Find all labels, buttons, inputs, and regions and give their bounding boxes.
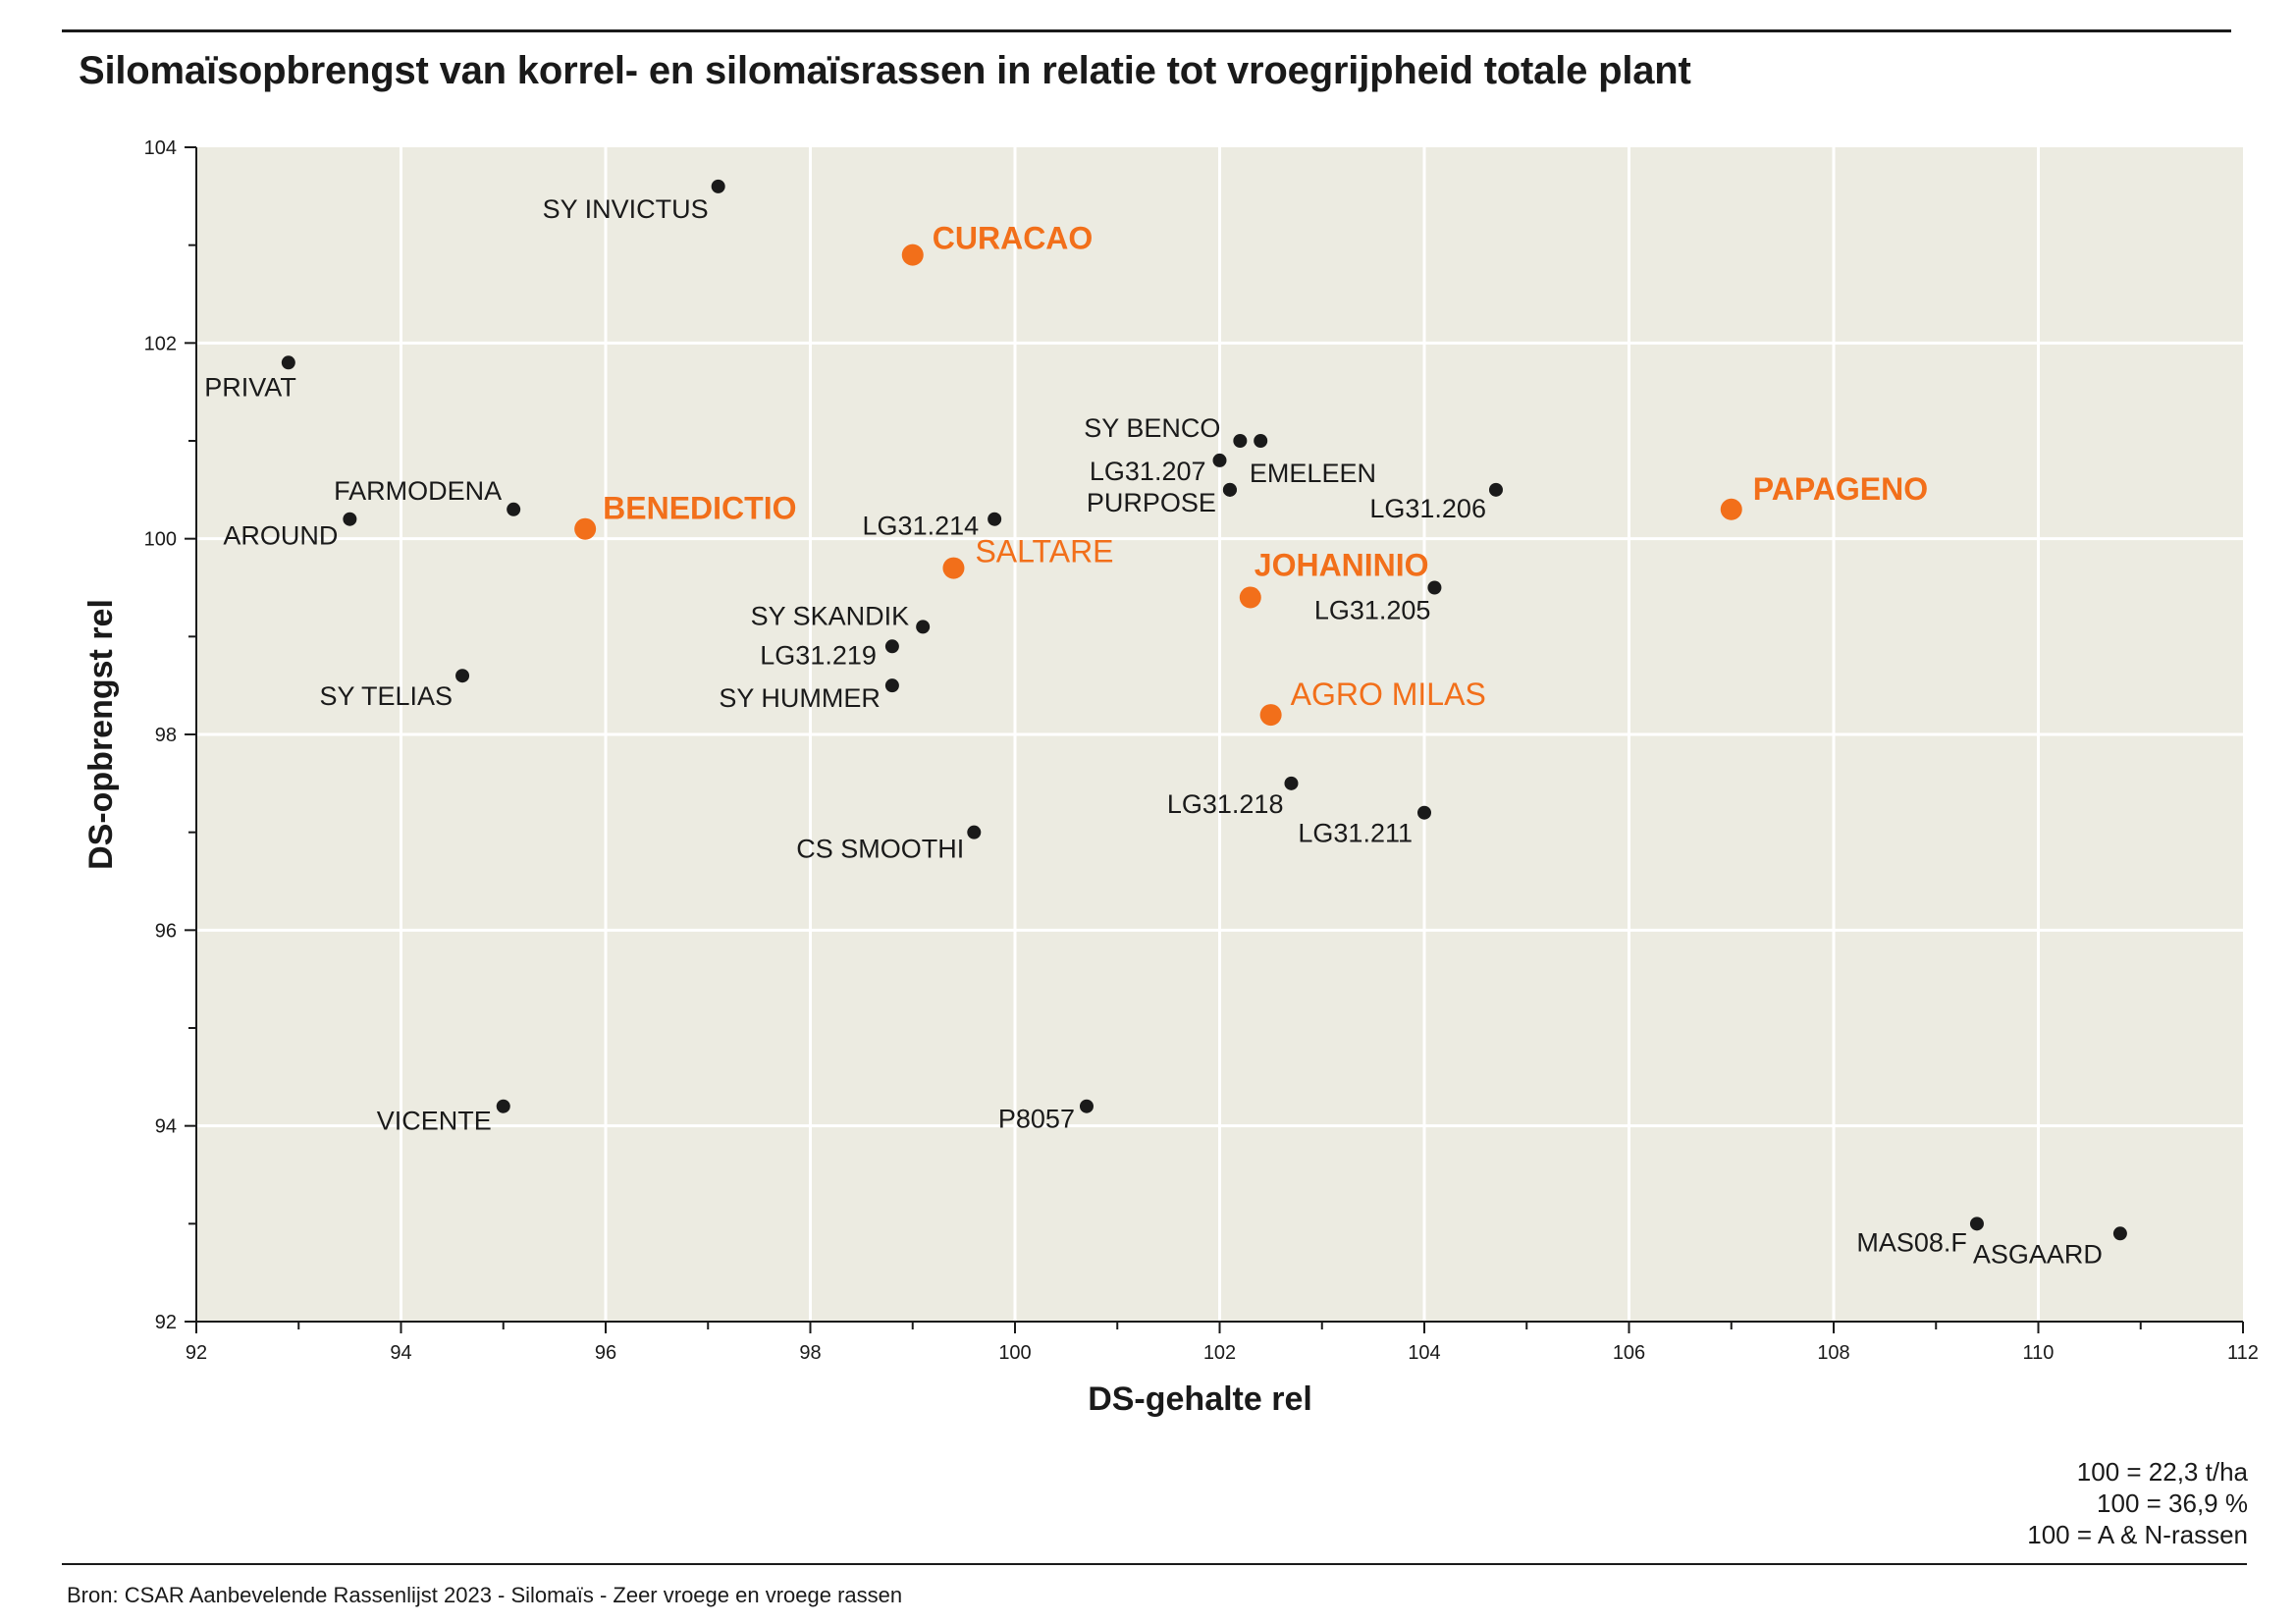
point-label: CS SMOOTHI: [796, 835, 964, 864]
y-tick-label: 96: [155, 920, 177, 942]
data-point: [507, 502, 521, 516]
data-point: [884, 678, 899, 693]
point-label: P8057: [998, 1105, 1075, 1134]
data-point: [2112, 1226, 2127, 1241]
point-label: PURPOSE: [1087, 488, 1216, 517]
data-point: [988, 512, 1002, 526]
point-label: LG31.207: [1090, 457, 1206, 486]
data-point: [455, 669, 470, 683]
data-point: [967, 825, 982, 839]
data-point: [901, 244, 924, 266]
point-label: SY HUMMER: [719, 683, 881, 713]
x-tick-label: 112: [2227, 1342, 2259, 1364]
y-tick-label: 94: [155, 1116, 177, 1138]
point-label: SY SKANDIK: [751, 601, 910, 630]
x-tick-label: 110: [2023, 1342, 2055, 1364]
data-point: [1259, 704, 1282, 727]
point-label: MAS08.F: [1856, 1227, 1967, 1257]
point-label: CURACAO: [933, 221, 1094, 256]
data-point: [1488, 482, 1503, 497]
point-label: EMELEEN: [1250, 459, 1376, 488]
data-point: [1284, 776, 1299, 790]
point-label: BENEDICTIO: [603, 491, 796, 526]
bottom-rule: [62, 1563, 2247, 1565]
x-tick-label: 106: [1613, 1342, 1645, 1364]
y-tick-label: 100: [144, 529, 177, 551]
top-rule: [62, 29, 2231, 32]
y-axis-title: DS-opbrengst rel: [82, 599, 120, 870]
x-tick-label: 100: [998, 1342, 1031, 1364]
point-label: LG31.219: [760, 640, 877, 670]
x-tick-label: 94: [390, 1342, 411, 1364]
data-point: [281, 355, 295, 370]
data-point: [1720, 498, 1742, 520]
data-point: [1427, 580, 1442, 595]
point-label: LG31.218: [1167, 789, 1284, 819]
scatter-chart: 92 94 96 98 100 102 104 106 108 110 112 92 94 96 98 100…: [82, 137, 2259, 1418]
point-label: VICENTE: [377, 1107, 492, 1136]
point-label: SALTARE: [975, 534, 1113, 569]
x-axis-title: DS-gehalte rel: [1088, 1380, 1312, 1418]
data-point: [574, 517, 597, 540]
point-label: PAPAGENO: [1753, 471, 1928, 507]
y-tick-label: 104: [144, 137, 177, 159]
footnote-reference: 100 = A & N-rassen: [2027, 1520, 2248, 1549]
point-label: PRIVAT: [204, 372, 296, 402]
point-label: SY BENCO: [1084, 413, 1220, 443]
source-note: Bron: CSAR Aanbevelende Rassenlijst 2023…: [67, 1583, 903, 1607]
data-point: [1417, 805, 1431, 820]
data-point: [1222, 482, 1237, 497]
point-label: FARMODENA: [334, 476, 502, 506]
footnote-dm: 100 = 36,9 %: [2097, 1489, 2248, 1518]
data-point: [942, 557, 965, 579]
data-point: [1239, 586, 1261, 609]
chart-title: Silomaïsopbrengst van korrel- en silomaï…: [79, 49, 1691, 92]
point-label: LG31.206: [1369, 494, 1486, 523]
x-tick-label: 102: [1203, 1342, 1236, 1364]
point-label: SY TELIAS: [319, 681, 453, 711]
data-point: [711, 179, 725, 193]
point-label: LG31.205: [1314, 596, 1431, 625]
y-tick-label: 92: [155, 1312, 177, 1333]
footnote-yield: 100 = 22,3 t/ha: [2076, 1457, 2248, 1487]
y-tick-label: 102: [144, 333, 177, 354]
data-point: [1254, 434, 1268, 448]
data-point: [1079, 1099, 1094, 1113]
x-tick-label: 96: [595, 1342, 616, 1364]
point-label: AROUND: [223, 521, 338, 551]
point-label: JOHANINIO: [1255, 547, 1429, 582]
data-point: [1233, 434, 1248, 448]
data-point: [916, 620, 931, 634]
data-point: [343, 512, 357, 526]
point-label: LG31.211: [1298, 819, 1413, 848]
x-tick-label: 92: [186, 1342, 207, 1364]
point-label: SY INVICTUS: [543, 194, 709, 224]
point-label: AGRO MILAS: [1291, 677, 1486, 712]
data-point: [884, 639, 899, 654]
data-point: [1212, 453, 1227, 467]
point-label: LG31.214: [863, 512, 980, 541]
data-point: [1969, 1217, 1984, 1231]
data-point: [496, 1099, 510, 1113]
y-tick-label: 98: [155, 725, 177, 746]
x-tick-label: 108: [1817, 1342, 1849, 1364]
x-tick-label: 104: [1408, 1342, 1440, 1364]
x-tick-label: 98: [799, 1342, 821, 1364]
point-label: ASGAARD: [1973, 1239, 2103, 1269]
